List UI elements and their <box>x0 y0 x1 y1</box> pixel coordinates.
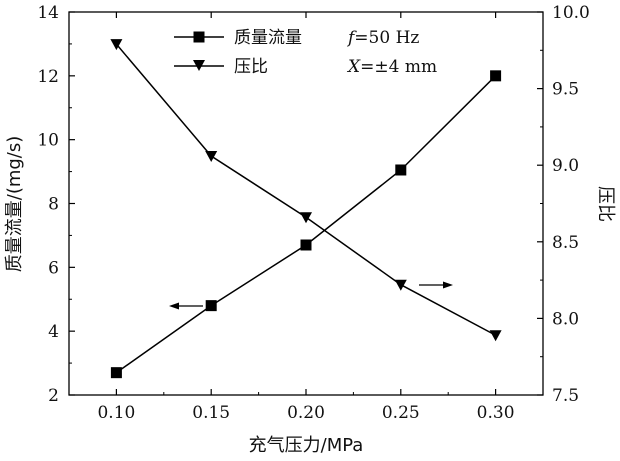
plot-frame <box>68 11 544 396</box>
x-axis-title: 充气压力/MPa <box>249 435 364 456</box>
legend-marker-pressure-ratio <box>193 60 205 71</box>
axes: 0.10 0.15 0.20 0.25 0.30 2 4 6 8 10 12 14 7.5 8.0 8.5 9… <box>37 3 590 423</box>
y-right-tick-label: 8.5 <box>552 233 579 253</box>
y-right-tick-label: 10.0 <box>552 3 590 23</box>
y-left-tick-label: 4 <box>48 322 59 342</box>
data-point-square <box>300 239 312 251</box>
x-tick-label: 0.25 <box>382 403 420 423</box>
y-left-tick-label: 6 <box>48 258 59 278</box>
y-left-tick-label: 8 <box>48 195 59 215</box>
series-markers <box>110 39 502 379</box>
y-left-tick-label: 14 <box>37 3 59 23</box>
annotation-frequency-var: f <box>346 28 357 48</box>
legend: 质量流量 压比 f=50 Hz X=±4 mm <box>174 28 437 77</box>
y-axis-right-title: 压比 <box>595 186 616 222</box>
data-point-triangle <box>489 330 502 342</box>
x-tick-label: 0.10 <box>97 403 135 423</box>
data-point-square <box>205 300 217 312</box>
x-tick-label: 0.20 <box>287 403 325 423</box>
series-line-0 <box>115 75 497 374</box>
data-point-triangle <box>205 151 218 163</box>
y-axis-left-title: 质量流量/(mg/s) <box>4 136 25 273</box>
arrow-left-head <box>169 302 179 310</box>
legend-label-mass-flow: 质量流量 <box>234 28 302 48</box>
annotation-amplitude-var: X <box>346 57 361 77</box>
y-left-tick-label: 12 <box>37 67 59 87</box>
data-point-square <box>395 164 407 176</box>
annotation-amplitude-value: =±4 mm <box>360 57 437 77</box>
data-point-square <box>110 367 122 379</box>
axis-arrows <box>169 281 453 310</box>
data-point-triangle <box>300 212 312 224</box>
y-right-tick-label: 7.5 <box>552 386 579 406</box>
annotation-frequency-value: =50 Hz <box>354 28 419 48</box>
x-tick-label: 0.15 <box>192 403 230 423</box>
data-point-square <box>490 70 502 82</box>
annotation-frequency: f=50 Hz <box>346 28 419 48</box>
series-line-1 <box>115 43 496 336</box>
data-point-triangle <box>110 39 123 51</box>
legend-label-pressure-ratio: 压比 <box>234 57 268 77</box>
y-right-tick-label: 9.5 <box>552 80 579 100</box>
y-left-tick-label: 10 <box>37 131 59 151</box>
y-right-tick-label: 9.0 <box>552 156 579 176</box>
data-point-triangle <box>394 279 407 291</box>
arrow-right-head <box>443 281 453 289</box>
y-right-tick-label: 8.0 <box>552 309 579 329</box>
x-tick-label: 0.30 <box>477 403 515 423</box>
y-left-tick-label: 2 <box>48 386 59 406</box>
series-lines <box>115 43 497 374</box>
legend-marker-mass-flow <box>193 31 205 43</box>
annotation-amplitude: X=±4 mm <box>346 57 437 77</box>
